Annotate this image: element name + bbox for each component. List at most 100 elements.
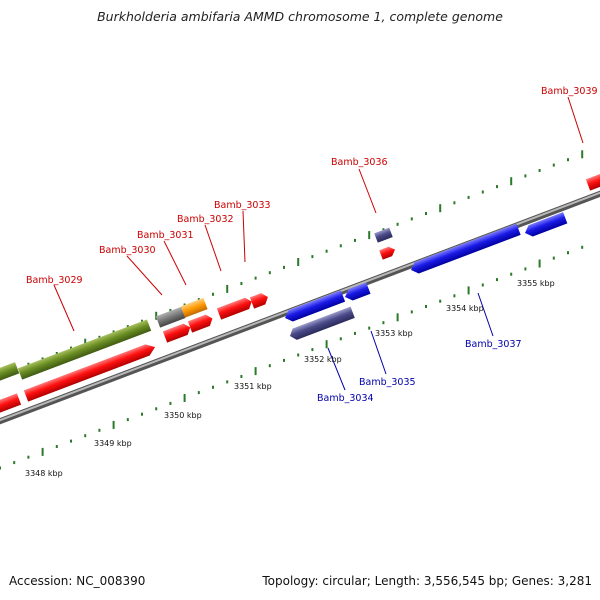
gene-feature-red-edge[interactable] (585, 172, 600, 191)
scale-label-3352: 3352 kbp (304, 355, 342, 364)
gene-feature-slate-small[interactable] (374, 227, 393, 243)
forward-track-tick (325, 249, 328, 253)
gene-label-bamb-3030[interactable]: Bamb_3030 (99, 245, 156, 256)
reverse-track-tick (354, 331, 356, 335)
reverse-track-tick (524, 267, 527, 271)
gene-label-bamb-3035[interactable]: Bamb_3035 (359, 377, 416, 388)
gene-label-bamb-3037[interactable]: Bamb_3037 (465, 339, 522, 350)
reverse-track-tick (268, 364, 271, 368)
gene-label-bamb-3031[interactable]: Bamb_3031 (137, 230, 194, 241)
leader-bamb-3036 (358, 168, 377, 214)
gene-label-bamb-3034[interactable]: Bamb_3034 (317, 393, 374, 404)
reverse-track-tick (339, 337, 342, 341)
scale-label-3348: 3348 kbp (25, 469, 63, 478)
reverse-track-tick (396, 313, 399, 322)
forward-track-tick (481, 190, 484, 194)
reverse-track-tick (197, 391, 200, 395)
reverse-track-tick (552, 256, 555, 260)
gene-label-bamb-3032[interactable]: Bamb_3032 (177, 214, 234, 225)
forward-track-tick (382, 228, 385, 232)
reverse-track-tick (297, 353, 300, 357)
scale-label-3353: 3353 kbp (375, 329, 413, 338)
forward-track-tick (98, 335, 101, 339)
gene-feature-red-left[interactable] (0, 393, 22, 416)
gene-feature-red-d[interactable] (249, 291, 270, 309)
forward-track-tick (311, 255, 314, 259)
leader-bamb-3033 (242, 210, 246, 263)
gene-feature-blue-right[interactable] (523, 212, 568, 238)
gene-feature-orange[interactable] (180, 297, 208, 318)
forward-track-tick (55, 352, 58, 355)
forward-track-tick (41, 357, 44, 361)
reverse-track-tick (467, 286, 470, 295)
gene-feature-red-b[interactable] (187, 313, 215, 333)
gene-feature-green-long[interactable] (0, 362, 20, 384)
reverse-track-tick (141, 412, 143, 416)
forward-track-tick (339, 244, 342, 248)
reverse-track-tick (112, 420, 115, 429)
reverse-track-tick (0, 466, 1, 470)
leader-bamb-3034 (327, 347, 346, 391)
leader-bamb-3037 (477, 292, 494, 337)
forward-track-tick (496, 185, 498, 189)
reverse-track-tick (155, 407, 158, 411)
leader-bamb-3032 (204, 224, 222, 272)
reverse-track-tick (311, 348, 314, 352)
reverse-track-tick (126, 418, 129, 422)
forward-track-tick (410, 217, 413, 221)
gene-feature-blue-long[interactable] (409, 223, 521, 276)
gene-label-bamb-3033[interactable]: Bamb_3033 (214, 200, 271, 211)
gene-feature-red-small[interactable] (379, 245, 397, 260)
gene-feature-gray[interactable] (155, 306, 186, 328)
gene-label-bamb-3039[interactable]: Bamb_3039 (541, 86, 598, 97)
forward-track-tick (112, 330, 115, 334)
reverse-track-tick (13, 461, 16, 465)
forward-track-tick (155, 311, 158, 320)
gene-feature-red-c[interactable] (216, 296, 254, 320)
reverse-track-tick (98, 428, 101, 432)
forward-track-tick (268, 271, 271, 275)
gene-feature-red-a[interactable] (162, 322, 193, 343)
scale-label-3350: 3350 kbp (164, 411, 202, 420)
forward-track-tick (27, 362, 30, 366)
forward-track-tick (453, 201, 456, 205)
scale-label-3354: 3354 kbp (446, 304, 484, 313)
reverse-track-tick (567, 251, 569, 255)
leader-bamb-3031 (163, 240, 187, 286)
forward-track-tick (169, 308, 172, 312)
reverse-track-tick (240, 375, 243, 378)
reverse-track-tick (496, 278, 498, 282)
reverse-track-tick (325, 340, 328, 349)
forward-track-tick (70, 346, 72, 350)
reverse-track-tick (481, 283, 484, 287)
leader-bamb-3035 (370, 330, 387, 375)
reverse-track-tick (55, 445, 58, 448)
reverse-track-tick (212, 385, 214, 389)
reverse-track-tick (70, 439, 72, 443)
reverse-track-tick (254, 367, 257, 376)
gene-feature-blue-a[interactable] (283, 290, 346, 323)
accession-label: Accession: NC_008390 (9, 574, 146, 588)
forward-track-tick (581, 150, 584, 159)
forward-track-tick (297, 258, 300, 266)
gene-feature-red-long[interactable] (23, 341, 157, 402)
gene-feature-slate-long[interactable] (288, 306, 355, 342)
gene-feature-blue-b[interactable] (343, 282, 371, 303)
forward-track-tick (567, 158, 569, 162)
forward-track-tick (212, 292, 214, 296)
genome-title: Burkholderia ambifaria AMMD chromosome 1… (97, 9, 503, 24)
reverse-track-tick (453, 294, 456, 298)
gene-label-bamb-3036[interactable]: Bamb_3036 (331, 157, 388, 168)
reverse-track-tick (226, 380, 229, 384)
leader-bamb-3030 (126, 255, 163, 296)
forward-track-tick (354, 238, 356, 242)
reverse-track-tick (510, 272, 513, 276)
gene-feature-green-long-2[interactable] (17, 319, 152, 380)
forward-track-tick (141, 319, 143, 323)
forward-track-tick (126, 325, 129, 329)
reverse-track-tick (84, 434, 87, 438)
forward-track-tick (84, 338, 87, 347)
gene-label-bamb-3029[interactable]: Bamb_3029 (26, 275, 83, 286)
forward-track-tick (552, 163, 555, 167)
